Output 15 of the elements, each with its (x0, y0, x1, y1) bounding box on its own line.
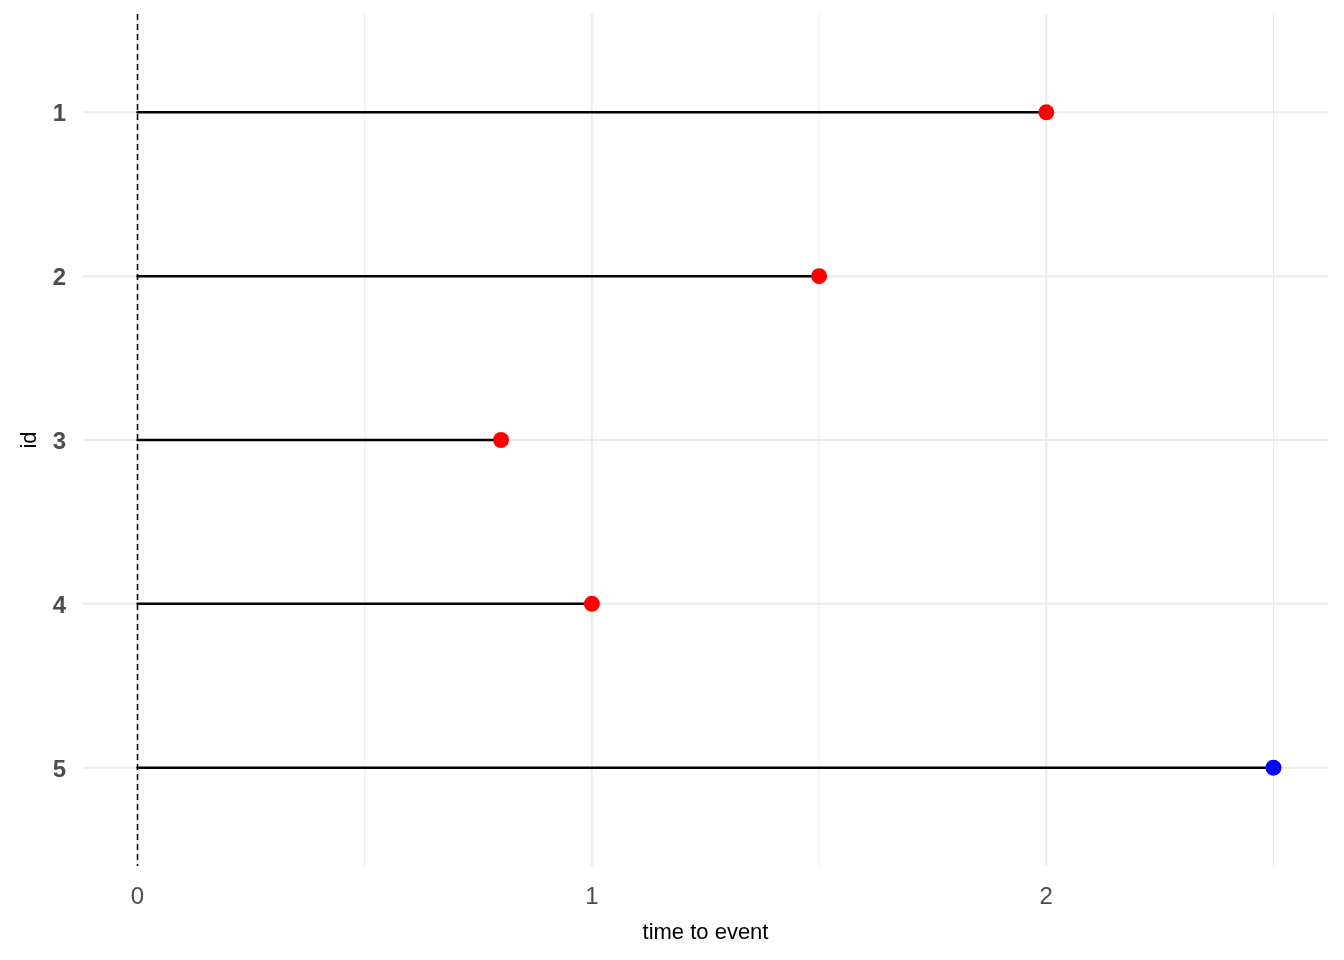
point (493, 432, 510, 448)
y-axis-title: id (16, 431, 41, 449)
y-tick-label: 1 (52, 99, 66, 127)
y-tick-label: 2 (52, 263, 66, 291)
y-tick-label: 3 (52, 427, 66, 454)
point (583, 595, 600, 612)
point (811, 268, 828, 285)
x-tick-label: 2 (1039, 882, 1053, 909)
x-axis-title: time to event (642, 919, 769, 944)
x-tick-label: 0 (130, 882, 145, 909)
point (1038, 104, 1055, 121)
point (1265, 759, 1282, 776)
y-tick-label: 4 (52, 590, 67, 618)
y-tick-label: 5 (52, 754, 66, 782)
x-tick-label: 1 (585, 882, 599, 909)
